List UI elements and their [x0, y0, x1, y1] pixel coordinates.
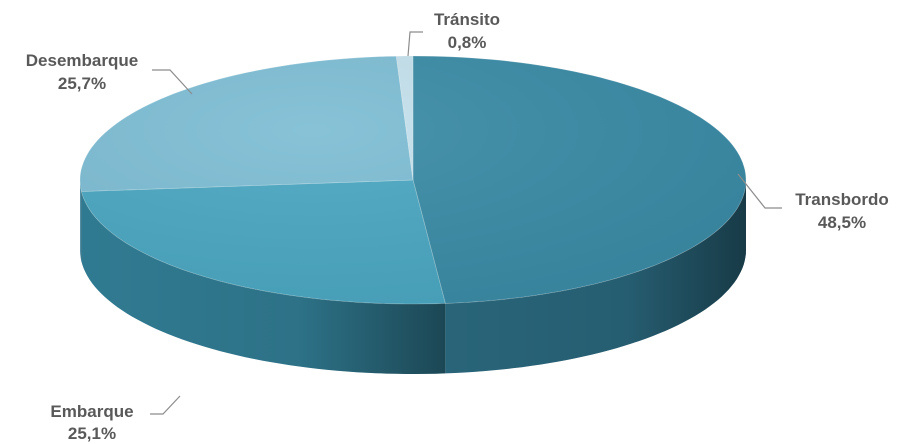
pie-side-shade-transbordo	[445, 180, 746, 374]
leader-line-desembarque	[152, 69, 193, 95]
pie-top-shading	[80, 56, 746, 304]
label-desembarque: Desembarque	[26, 51, 138, 70]
pie-top	[79, 55, 747, 305]
pie-sides	[80, 180, 746, 374]
value-embarque: 25,1%	[68, 424, 116, 443]
value-transbordo: 48,5%	[818, 213, 866, 232]
pie-labels: Transbordo 48,5% Embarque 25,1% Desembar…	[26, 10, 889, 443]
leader-line-embarque	[150, 395, 181, 415]
value-desembarque: 25,7%	[58, 74, 106, 93]
leader-line-transbordo	[737, 173, 782, 209]
leader-line-transito	[407, 31, 423, 57]
label-transito: Tránsito	[434, 10, 500, 29]
label-transbordo: Transbordo	[795, 190, 889, 209]
pie-side-shade-embarque	[81, 191, 446, 374]
value-transito: 0,8%	[448, 33, 487, 52]
label-embarque: Embarque	[50, 402, 133, 421]
pie-side-shade-desembarque	[80, 180, 82, 262]
